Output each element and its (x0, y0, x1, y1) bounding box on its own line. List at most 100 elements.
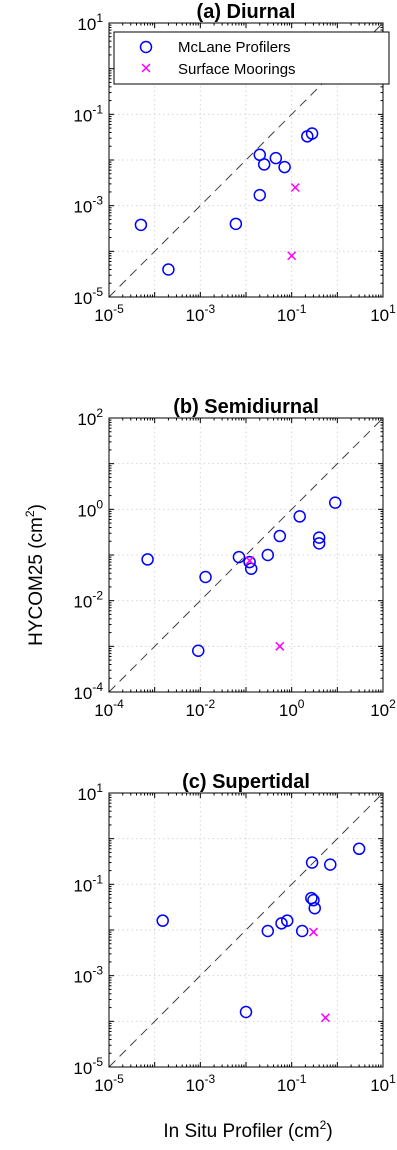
identity-line (108, 417, 384, 693)
y-axis-label-text: HYCOM25 (cm (26, 517, 47, 646)
data-point-mclane (232, 550, 246, 564)
x-tick-label: 10-5 (94, 1072, 124, 1095)
y-tick-label: 10-3 (73, 194, 103, 217)
x-tick-label: 10-1 (277, 1072, 307, 1095)
y-tick-label-exponent: -2 (92, 589, 103, 603)
data-point-mclane (141, 553, 154, 566)
data-point-mclane (324, 858, 337, 871)
data-point-mclane (312, 537, 326, 550)
legend-marker-mclane (139, 40, 153, 54)
x-tick-label-base: 10 (277, 306, 296, 325)
x-tick-label-exponent: -2 (204, 697, 215, 711)
data-point-mclane (278, 160, 291, 174)
series-mclane-profilers (156, 842, 366, 1019)
x-tick-label-exponent: -1 (296, 1072, 307, 1086)
y-tick-label: 10-3 (73, 964, 103, 987)
y-tick-label-exponent: 0 (96, 497, 103, 511)
data-point-surface-mooring-stroke (320, 1013, 331, 1023)
data-point-mclane (243, 555, 256, 569)
data-point-mclane (229, 217, 243, 231)
legend-box (113, 31, 390, 85)
data-point-mclane (261, 924, 275, 938)
x-tick-label-base: 10 (186, 1076, 205, 1095)
x-tick-label: 10-3 (186, 302, 216, 325)
y-tick-label-base: 10 (73, 593, 92, 612)
x-tick-label: 10-5 (94, 302, 124, 325)
y-tick-label-exponent: 2 (96, 406, 103, 420)
y-tick-label-base: 10 (73, 968, 92, 987)
y-tick-label-exponent: -1 (92, 872, 103, 886)
x-tick-label-exponent: -5 (113, 1072, 124, 1086)
y-tick-label: 10-1 (73, 872, 103, 895)
y-tick-label-exponent: 1 (96, 11, 103, 25)
y-axis-label: HYCOM25 (cm2) (23, 504, 47, 646)
x-tick-label-exponent: 0 (298, 697, 305, 711)
data-point-mclane (162, 263, 175, 276)
y-tick-label-exponent: 1 (96, 781, 103, 795)
y-tick-label-exponent: -3 (92, 194, 103, 208)
data-point-mclane (199, 570, 212, 584)
x-tick-label: 101 (370, 302, 396, 325)
data-point-mclane (261, 548, 275, 562)
data-point-mclane (156, 914, 169, 927)
y-tick-label-exponent: -5 (92, 285, 103, 299)
y-tick-label: 10-5 (73, 285, 103, 308)
y-tick-label: 101 (77, 11, 103, 34)
y-tick-label-base: 10 (73, 198, 92, 217)
data-point-mclane (275, 917, 288, 930)
identity-line (108, 792, 384, 1068)
x-tick-label-exponent: 2 (389, 697, 396, 711)
y-tick-label-base: 10 (73, 684, 92, 703)
data-point-surface-mooring (275, 641, 285, 651)
x-tick-label-exponent: 1 (389, 1072, 396, 1086)
x-tick-label-exponent: -4 (113, 697, 124, 711)
data-point-mclane (308, 901, 321, 915)
y-tick-label: 100 (77, 497, 103, 520)
data-point-mclane (273, 529, 287, 543)
x-axis-label-end: ) (326, 1121, 332, 1142)
y-tick-label-exponent: -5 (92, 1055, 103, 1069)
x-tick-label-base: 10 (277, 1076, 296, 1095)
legend-label-mclane: McLane Profilers (178, 39, 291, 56)
x-tick-label: 101 (370, 1072, 396, 1095)
x-tick-label-base: 10 (370, 701, 389, 720)
chart-title: (b) Semidiurnal (173, 396, 319, 418)
x-tick-label: 10-3 (186, 1072, 216, 1095)
series-surface-moorings (245, 556, 285, 651)
y-tick-label: 101 (77, 781, 103, 804)
x-axis-label-sup: 2 (320, 1118, 327, 1132)
data-point-mclane (352, 842, 366, 856)
data-point-surface-mooring-stroke (245, 556, 255, 566)
x-axis-label: In Situ Profiler (cm2) (163, 1118, 332, 1142)
x-tick-label-exponent: -1 (296, 302, 307, 316)
x-tick-label-base: 10 (94, 701, 113, 720)
data-point-mclane (305, 856, 319, 869)
data-point-surface-mooring (245, 556, 255, 566)
series-mclane-profilers (141, 496, 342, 658)
data-point-mclane (312, 531, 326, 544)
y-tick-label-base: 10 (77, 15, 96, 34)
data-point-surface-mooring-stroke (290, 182, 300, 193)
data-point-mclane (295, 924, 309, 938)
data-point-surface-mooring-stroke (308, 927, 318, 937)
chart-title: (c) Supertidal (182, 771, 310, 793)
x-tick-label: 100 (279, 697, 305, 720)
x-axis-label-text: In Situ Profiler (cm (163, 1121, 319, 1142)
x-tick-label: 10-4 (94, 697, 124, 720)
data-point-mclane (239, 1005, 253, 1019)
data-point-mclane (134, 218, 148, 232)
y-tick-label: 10-1 (73, 102, 103, 125)
x-tick-label: 102 (370, 697, 396, 720)
x-tick-label: 10-1 (277, 302, 307, 325)
data-point-mclane (305, 127, 319, 140)
data-point-surface-mooring-stroke (287, 251, 297, 261)
data-point-surface-mooring (290, 182, 300, 193)
data-point-surface-mooring (320, 1013, 331, 1023)
data-point-mclane (191, 644, 205, 658)
tick-marks (108, 793, 383, 1068)
data-point-surface-mooring (308, 927, 318, 937)
y-tick-label-base: 10 (73, 106, 92, 125)
y-tick-label-base: 10 (73, 1059, 92, 1078)
